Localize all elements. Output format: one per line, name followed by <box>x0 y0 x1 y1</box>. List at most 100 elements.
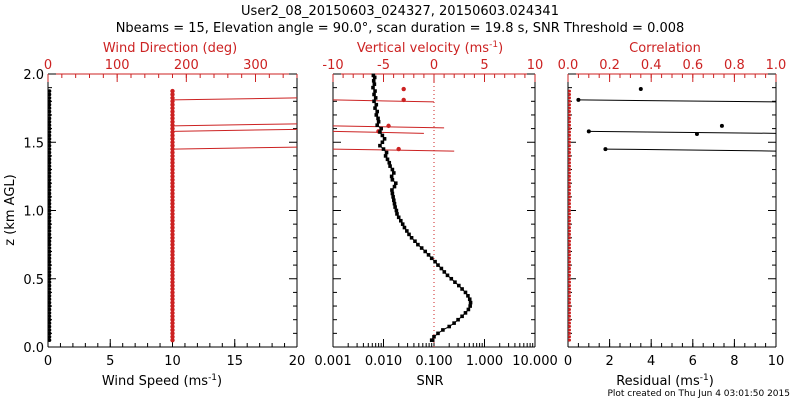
wind-speed-point <box>47 171 52 175</box>
wind-speed-point <box>47 109 52 114</box>
wind-speed-point <box>47 259 52 264</box>
correlation-point <box>568 290 571 294</box>
wind-speed-point <box>47 239 52 244</box>
correlation-point <box>568 99 571 103</box>
wind-speed-point <box>47 205 52 209</box>
snr-point <box>453 280 457 284</box>
snr-point <box>423 249 428 254</box>
snr-point <box>371 85 375 90</box>
snr-point <box>456 317 460 322</box>
wind-direction-point <box>170 88 175 94</box>
correlation-point <box>568 174 571 178</box>
y-tick-label: 2.0 <box>23 68 44 83</box>
snr-point <box>392 171 396 175</box>
wind-direction-point <box>170 153 175 159</box>
y-tick-label: 1.0 <box>23 205 44 220</box>
top-tick-label: 200 <box>174 58 199 73</box>
wind-direction-point <box>170 293 175 299</box>
wind-speed-point <box>47 297 52 302</box>
wind-direction-point <box>170 191 175 196</box>
wind-speed-point <box>47 276 52 281</box>
wind-speed-point <box>47 328 52 332</box>
x-tick-label: 8 <box>730 354 738 369</box>
wind-speed-point <box>47 201 52 206</box>
wind-speed-point <box>47 304 52 308</box>
wind-speed-axis-title: Wind Speed (ms-1) <box>102 373 222 389</box>
wind-direction-point <box>170 170 175 176</box>
wind-direction-point <box>170 232 175 237</box>
snr-point <box>372 99 376 104</box>
wind-speed-point <box>47 150 52 155</box>
correlation-point <box>568 185 571 189</box>
snr-point <box>460 287 464 291</box>
plot-created-note: Plot created on Thu Jun 4 03:01:50 2015 <box>607 389 790 399</box>
correlation-point <box>568 157 571 161</box>
wind-direction-point <box>170 201 175 206</box>
snr-point <box>375 123 379 127</box>
wind-speed-point <box>47 300 52 305</box>
wind-speed-point <box>47 174 52 179</box>
wind-direction-point <box>170 122 175 128</box>
vertical-velocity-point <box>401 86 406 92</box>
wind-direction-point <box>170 184 175 189</box>
snr-point <box>392 198 396 203</box>
snr-point <box>376 119 381 124</box>
wind-direction-point <box>170 235 175 240</box>
x-tick-label: 0.100 <box>415 354 452 369</box>
top-tick-label: 100 <box>105 58 130 73</box>
correlation-point <box>568 307 571 311</box>
correlation-point <box>568 120 571 124</box>
snr-point <box>398 218 403 223</box>
wind-speed-point <box>47 181 52 185</box>
wind-direction-point <box>170 174 175 179</box>
vertical-velocity-point <box>386 123 391 129</box>
correlation-point <box>568 96 571 100</box>
wind-speed-point <box>47 263 52 267</box>
snr-point <box>447 324 452 329</box>
wind-direction-point <box>170 102 175 107</box>
wind-direction-point <box>170 324 175 329</box>
wind-direction-point <box>170 286 175 292</box>
correlation-outlier-line <box>578 99 777 103</box>
snr-point <box>390 167 395 172</box>
correlation-point <box>568 243 571 247</box>
top-tick-label: 0.8 <box>724 58 745 73</box>
snr-point <box>378 143 382 148</box>
wind-speed-point <box>47 184 52 189</box>
x-tick-label: 0 <box>44 354 52 369</box>
wind-speed-point <box>47 195 52 199</box>
wind-direction-point <box>170 337 175 343</box>
wind-speed-point <box>47 270 52 274</box>
snr-point <box>445 273 450 278</box>
wind-speed-point <box>47 317 52 322</box>
snr-point <box>402 225 407 230</box>
wind-direction-point <box>170 283 175 288</box>
correlation-point <box>568 150 571 154</box>
x-tick-label: 6 <box>689 354 697 369</box>
snr-point <box>433 259 437 264</box>
correlation-point <box>568 205 571 209</box>
snr-point <box>394 208 399 213</box>
correlation-point <box>568 236 571 240</box>
residual-point <box>694 132 699 137</box>
snr-point <box>429 256 434 261</box>
snr-point <box>436 331 440 336</box>
snr-point <box>383 154 388 158</box>
wind-direction-point <box>170 303 175 309</box>
correlation-outlier-line <box>588 130 777 134</box>
correlation-point <box>568 253 571 257</box>
snr-point <box>371 73 376 78</box>
correlation-point <box>568 191 571 195</box>
wind-speed-point <box>47 215 52 220</box>
correlation-point <box>568 304 571 308</box>
wind-direction-point <box>170 245 175 251</box>
correlation-point <box>568 133 571 137</box>
correlation-point <box>568 311 571 315</box>
wind-direction-axis-title: Wind Direction (deg) <box>103 41 237 56</box>
snr-point <box>393 181 398 185</box>
wind-speed-point <box>47 222 52 226</box>
correlation-point <box>568 140 571 144</box>
wind-direction-point <box>170 146 175 152</box>
top-tick-label: 5 <box>480 58 488 73</box>
